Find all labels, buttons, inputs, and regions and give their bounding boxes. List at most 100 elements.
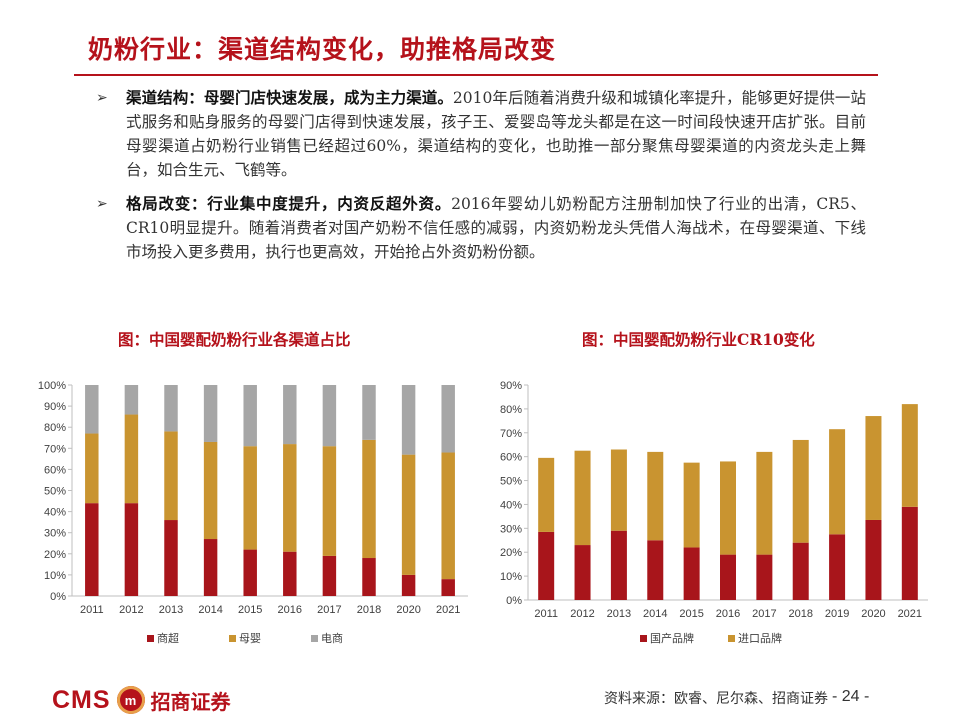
bar-segment-商超 xyxy=(243,549,257,596)
legend-swatch xyxy=(640,635,647,642)
bar-segment-母婴 xyxy=(203,441,218,540)
bullet-heading: 渠道结构：母婴门店快速发展，成为主力渠道。 xyxy=(126,88,453,107)
channel-share-chart: 0% 10% 20% 30% 40% 50% 60% 70% 80% 90% 100% 2011 201… xyxy=(38,380,468,645)
logo-brand-text: 招商证券 xyxy=(150,689,231,714)
x-tick-label: 2020 xyxy=(396,604,420,616)
y-tick-label: 30% xyxy=(500,523,522,535)
bar-segment-进口品牌 xyxy=(792,439,809,543)
y-tick-label: 0% xyxy=(506,595,522,607)
bar-segment-母婴 xyxy=(124,414,139,504)
bar-segment-进口品牌 xyxy=(829,429,846,535)
bullet-body: 2010年后随着消费升级和城镇化率提升，能够更好提供一站式服务和贴身服务的母婴门… xyxy=(126,89,866,179)
bullet-arrow-icon: ➢ xyxy=(96,90,108,106)
bar-segment-母婴 xyxy=(322,446,337,556)
x-tick-label: 2020 xyxy=(861,608,885,620)
x-tick-label: 2021 xyxy=(436,604,460,616)
y-tick-label: 90% xyxy=(44,401,66,413)
bar-segment-母婴 xyxy=(283,444,297,552)
bar-segment-电商 xyxy=(401,385,416,455)
legend-label: 国产品牌 xyxy=(650,631,694,645)
x-tick-label: 2013 xyxy=(607,608,631,620)
bullet-arrow-icon: ➢ xyxy=(96,196,108,212)
legend-swatch xyxy=(147,635,154,642)
chart-title-cr10: 图：中国婴配奶粉行业CR10变化 xyxy=(582,330,815,349)
bullet-heading: 格局改变：行业集中度提升，内资反超外资。 xyxy=(126,194,452,213)
bar-segment-商超 xyxy=(203,539,218,596)
bar-segment-国产品牌 xyxy=(610,530,627,600)
y-tick-label: 70% xyxy=(44,443,66,455)
y-tick-label: 40% xyxy=(500,499,522,511)
bar-segment-进口品牌 xyxy=(901,404,918,507)
page-number: - 24 - xyxy=(832,688,870,705)
page-title: 奶粉行业：渠道结构变化，助推格局改变 xyxy=(88,35,557,64)
y-tick-label: 60% xyxy=(44,464,66,476)
bar-segment-国产品牌 xyxy=(647,540,664,600)
bar-segment-商超 xyxy=(441,579,455,596)
bar-segment-国产品牌 xyxy=(720,554,736,600)
cr10-chart: 0% 10% 20% 30% 40% 50% 60% 70% 80% 90% 2011 2012 201… xyxy=(500,380,928,645)
bar-segment-进口品牌 xyxy=(574,450,591,546)
bar-segment-国产品牌 xyxy=(756,554,773,600)
title-divider xyxy=(74,74,878,76)
x-tick-label: 2014 xyxy=(198,604,222,616)
x-tick-label: 2015 xyxy=(679,608,703,620)
bullet-text: 渠道结构：母婴门店快速发展，成为主力渠道。2010年后随着消费升级和城镇化率提升… xyxy=(126,86,866,182)
x-tick-label: 2012 xyxy=(119,604,143,616)
x-tick-label: 2015 xyxy=(238,604,262,616)
chart-title-channel-share: 图：中国婴配奶粉行业各渠道占比 xyxy=(118,330,351,349)
bar-segment-电商 xyxy=(243,385,257,447)
bar-segment-国产品牌 xyxy=(865,519,882,600)
bar-segment-母婴 xyxy=(441,452,455,580)
y-tick-label: 0% xyxy=(50,591,66,603)
y-tick-label: 10% xyxy=(44,570,66,582)
legend-swatch xyxy=(728,635,735,642)
bar-segment-母婴 xyxy=(85,433,99,504)
y-tick-label: 50% xyxy=(500,476,522,488)
bar-segment-电商 xyxy=(85,385,99,434)
legend-label: 商超 xyxy=(157,631,179,645)
bar-segment-电商 xyxy=(441,385,455,453)
bar-segment-国产品牌 xyxy=(574,545,591,600)
bullet-text: 格局改变：行业集中度提升，内资反超外资。2016年婴幼儿奶粉配方注册制加快了行业… xyxy=(126,192,866,264)
legend-label: 母婴 xyxy=(239,632,261,645)
bar-segment-国产品牌 xyxy=(792,542,809,600)
bar-segment-商超 xyxy=(362,558,376,596)
x-tick-label: 2011 xyxy=(80,604,104,616)
x-tick-label: 2016 xyxy=(278,604,302,616)
y-tick-label: 70% xyxy=(500,428,522,440)
bar-segment-商超 xyxy=(322,555,337,596)
bar-segment-母婴 xyxy=(401,454,416,575)
y-tick-label: 30% xyxy=(44,528,66,540)
bar-segment-国产品牌 xyxy=(901,506,918,600)
bullet-channel-structure: ➢ 渠道结构：母婴门店快速发展，成为主力渠道。2010年后随着消费升级和城镇化率… xyxy=(96,86,866,182)
logo-emblem-icon: m xyxy=(116,686,145,714)
y-tick-label: 60% xyxy=(500,452,522,464)
y-tick-label: 10% xyxy=(500,571,522,583)
y-tick-label: 80% xyxy=(500,404,522,416)
bar-segment-商超 xyxy=(85,503,99,596)
x-tick-label: 2013 xyxy=(159,604,183,616)
x-tick-label: 2016 xyxy=(716,608,740,620)
bar-segment-商超 xyxy=(164,520,178,596)
y-tick-label: 20% xyxy=(44,549,66,561)
x-tick-label: 2017 xyxy=(752,608,776,620)
logo-cms-text: CMS xyxy=(52,685,111,714)
bar-segment-进口品牌 xyxy=(756,451,773,555)
bar-segment-商超 xyxy=(124,503,139,596)
y-tick-label: 100% xyxy=(38,380,66,392)
bar-segment-进口品牌 xyxy=(865,416,882,520)
x-tick-label: 2018 xyxy=(788,608,812,620)
bar-segment-商超 xyxy=(401,574,416,596)
x-tick-label: 2014 xyxy=(643,608,667,620)
bar-segment-电商 xyxy=(362,385,376,440)
y-tick-label: 80% xyxy=(44,422,66,434)
bar-segment-电商 xyxy=(203,385,218,442)
data-source: 资料来源：欧睿、尼尔森、招商证券 xyxy=(604,691,828,707)
bar-segment-电商 xyxy=(124,385,139,415)
x-tick-label: 2019 xyxy=(825,608,849,620)
x-tick-label: 2011 xyxy=(534,608,558,620)
legend-swatch xyxy=(229,635,236,642)
bar-segment-进口品牌 xyxy=(610,449,627,531)
x-tick-label: 2017 xyxy=(317,604,341,616)
bullet-landscape-change: ➢ 格局改变：行业集中度提升，内资反超外资。2016年婴幼儿奶粉配方注册制加快了… xyxy=(96,192,866,264)
